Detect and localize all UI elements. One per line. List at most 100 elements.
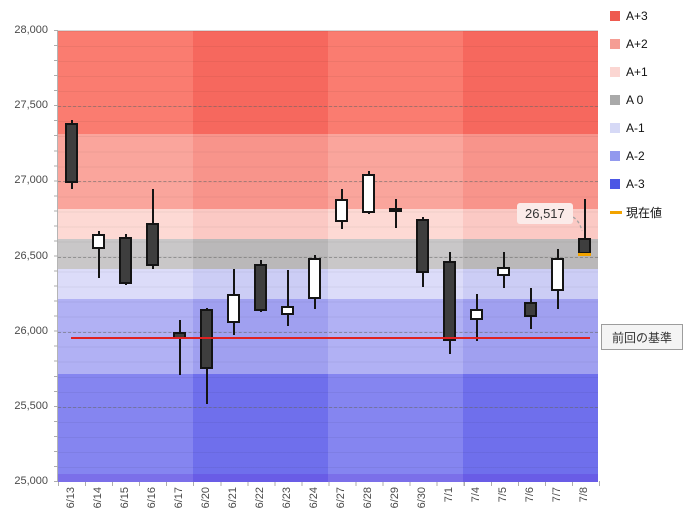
legend-item-A+1: A+1: [610, 64, 648, 80]
candle-7/4: [470, 309, 483, 320]
legend-item-現在値: 現在値: [610, 204, 662, 220]
y-axis-label: 25,500: [14, 399, 48, 412]
legend-label: A+2: [626, 37, 648, 51]
y-axis-label: 27,500: [14, 99, 48, 112]
y-axis-label: 26,500: [14, 249, 48, 262]
candle-6/24: [308, 258, 321, 299]
band-A+3: [193, 31, 328, 134]
x-axis-label: 7/1: [443, 487, 455, 503]
x-axis-label: 6/24: [308, 487, 320, 509]
plot-area: [58, 30, 598, 482]
candle-6/28: [362, 173, 375, 213]
current-value-marker: [578, 252, 591, 256]
legend-swatch-icon: [610, 123, 620, 133]
band-A+3: [463, 31, 598, 134]
x-axis-label: 6/15: [119, 487, 131, 509]
candle-wick: [286, 270, 289, 326]
baseline-label: 前回の基準: [601, 324, 683, 350]
candle-wick: [583, 199, 586, 254]
legend-swatch-icon: [610, 11, 620, 21]
legend-label: 現在値: [626, 205, 663, 220]
legend-item-A-3: A-3: [610, 176, 645, 192]
x-axis-label: 6/17: [173, 487, 185, 509]
legend-label: A+3: [626, 9, 648, 23]
x-axis-label: 6/14: [92, 487, 104, 509]
candle-7/8: [578, 238, 591, 254]
gridline-25500: [58, 406, 598, 408]
band-A-3: [463, 374, 598, 482]
plot-bottom-strip: [328, 474, 463, 482]
candle-7/5: [497, 267, 510, 277]
candle-6/29: [389, 208, 402, 213]
candle-wick: [178, 319, 181, 376]
legend-swatch-icon: [610, 179, 620, 189]
candle-6/21: [227, 294, 240, 323]
x-axis-label: 6/20: [200, 487, 212, 509]
x-axis-label: 6/23: [281, 487, 293, 509]
candle-6/20: [200, 309, 213, 370]
band-A+1: [193, 208, 328, 239]
legend-label: A-3: [626, 177, 645, 191]
legend-label: A-1: [626, 121, 645, 135]
band-A-3: [328, 374, 463, 482]
y-axis-label: 26,000: [14, 324, 48, 337]
band-A0: [463, 238, 598, 269]
x-axis-label: 6/13: [65, 487, 77, 509]
candle-6/22: [254, 264, 267, 311]
legend-item-A+3: A+3: [610, 8, 648, 24]
band-A-2: [328, 299, 463, 375]
candle-6/13: [65, 122, 78, 183]
band-A+2: [463, 133, 598, 209]
candle-6/30: [416, 218, 429, 274]
y-axis-label: 27,000: [14, 174, 48, 187]
x-axis-label: 6/16: [146, 487, 158, 509]
candle-7/1: [443, 261, 456, 341]
band-A+1: [58, 208, 193, 239]
x-axis-label: 7/8: [578, 487, 590, 503]
x-axis-label: 7/5: [497, 487, 509, 503]
legend-item-A+2: A+2: [610, 36, 648, 52]
band-A-3: [58, 374, 193, 482]
plot-bottom-strip: [463, 474, 598, 482]
gridline-27500: [58, 106, 598, 108]
x-axis-label: 7/7: [551, 487, 563, 503]
legend-label: A-2: [626, 149, 645, 163]
legend-swatch-icon: [610, 95, 620, 105]
x-axis-label: 7/4: [470, 487, 482, 503]
y-axis-ticks: [54, 30, 58, 482]
band-A0: [328, 238, 463, 269]
x-axis-label: 6/27: [335, 487, 347, 509]
candle-7/6: [524, 301, 537, 317]
band-A+3: [58, 31, 193, 134]
legend-label: A+1: [626, 65, 648, 79]
gridline-26500: [58, 256, 598, 258]
candle-6/15: [119, 236, 132, 284]
x-axis-ticks: [58, 481, 600, 486]
x-axis-label: 6/21: [227, 487, 239, 509]
gridline-26000: [58, 331, 598, 333]
y-axis-label: 28,000: [14, 24, 48, 36]
legend-dash-icon: [610, 210, 622, 214]
band-A+3: [328, 31, 463, 134]
candle-6/14: [92, 233, 105, 249]
x-axis-label: 6/28: [362, 487, 374, 509]
gridline-27000: [58, 181, 598, 183]
candle-wick: [97, 230, 100, 278]
current-value-annotation: 26,517: [517, 203, 573, 224]
x-axis-label: 6/30: [416, 487, 428, 509]
candle-7/7: [551, 258, 564, 292]
legend-item-A-1: A-1: [610, 120, 645, 136]
plot-bottom-strip: [58, 474, 193, 482]
legend-swatch-icon: [610, 67, 620, 77]
y-axis-label: 25,000: [14, 475, 48, 487]
legend-swatch-icon: [610, 39, 620, 49]
band-A+2: [193, 133, 328, 209]
plot-bottom-strip: [193, 474, 328, 482]
band-A+2: [328, 133, 463, 209]
candle-wick: [394, 199, 397, 228]
band-A-3: [193, 374, 328, 482]
legend-item-A0: A 0: [610, 92, 643, 108]
x-axis-label: 7/6: [524, 487, 536, 503]
band-A-1: [328, 268, 463, 300]
